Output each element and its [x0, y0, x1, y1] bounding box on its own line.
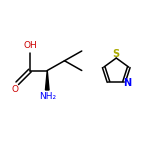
Text: N: N	[123, 78, 131, 88]
Text: OH: OH	[23, 41, 37, 50]
Text: S: S	[113, 49, 120, 59]
Text: O: O	[12, 85, 18, 94]
Polygon shape	[45, 70, 49, 90]
Text: NH₂: NH₂	[39, 92, 56, 101]
